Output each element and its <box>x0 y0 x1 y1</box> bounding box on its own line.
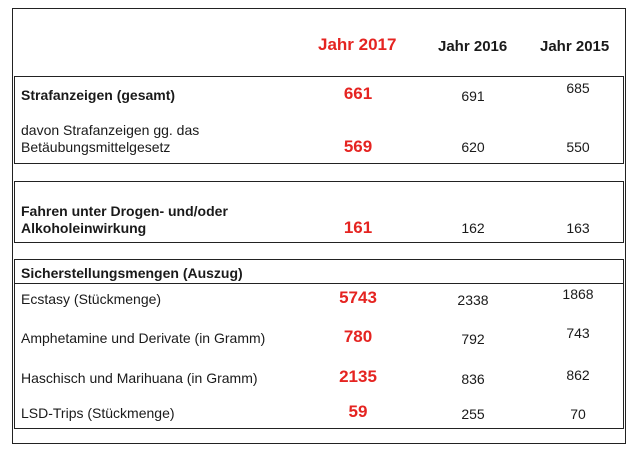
section-divider <box>14 283 624 284</box>
box-sicherstellung <box>14 259 624 429</box>
row-label-btm: davon Strafanzeigen gg. das Betäubungsmi… <box>21 122 200 155</box>
value-2015-strafanzeigen: 685 <box>566 80 590 96</box>
value-2017-btm: 569 <box>343 137 373 156</box>
value-2015-haschisch: 862 <box>566 367 590 383</box>
row-label-fahren: Fahren unter Drogen- und/oder Alkoholein… <box>21 203 228 236</box>
value-2017-haschisch: 2135 <box>339 367 377 386</box>
box-fahren <box>14 181 624 243</box>
row-label-ecstasy: Ecstasy (Stückmenge) <box>21 291 162 307</box>
header-2015: Jahr 2015 <box>540 38 610 55</box>
row-label-amphetamine: Amphetamine und Derivate (in Gramm) <box>21 330 266 346</box>
value-2016-strafanzeigen: 691 <box>461 88 485 104</box>
value-2017-lsd: 59 <box>348 402 368 421</box>
value-2017-strafanzeigen: 661 <box>343 84 373 103</box>
value-2016-ecstasy: 2338 <box>457 292 489 308</box>
value-2016-amphetamine: 792 <box>461 331 485 347</box>
row-label-haschisch: Haschisch und Marihuana (in Gramm) <box>21 370 258 386</box>
value-2016-btm: 620 <box>461 139 485 155</box>
page-frame <box>12 8 626 444</box>
header-2017: Jahr 2017 <box>318 35 397 54</box>
header-2016: Jahr 2016 <box>438 38 508 55</box>
value-2015-amphetamine: 743 <box>566 325 590 341</box>
value-2015-fahren: 163 <box>566 220 590 236</box>
value-2017-amphetamine: 780 <box>343 327 373 346</box>
box-strafanzeigen <box>14 76 624 164</box>
section-title-sicherstellung: Sicherstellungsmengen (Auszug) <box>21 265 243 281</box>
row-label-lsd: LSD-Trips (Stückmenge) <box>21 405 175 421</box>
value-2015-btm: 550 <box>566 139 590 155</box>
value-2016-fahren: 162 <box>461 220 485 236</box>
value-2016-haschisch: 836 <box>461 371 485 387</box>
value-2015-lsd: 70 <box>570 406 586 422</box>
value-2017-ecstasy: 5743 <box>339 288 377 307</box>
value-2015-ecstasy: 1868 <box>562 286 594 302</box>
value-2017-fahren: 161 <box>343 218 373 237</box>
row-label-strafanzeigen: Strafanzeigen (gesamt) <box>21 87 176 103</box>
value-2016-lsd: 255 <box>461 406 485 422</box>
